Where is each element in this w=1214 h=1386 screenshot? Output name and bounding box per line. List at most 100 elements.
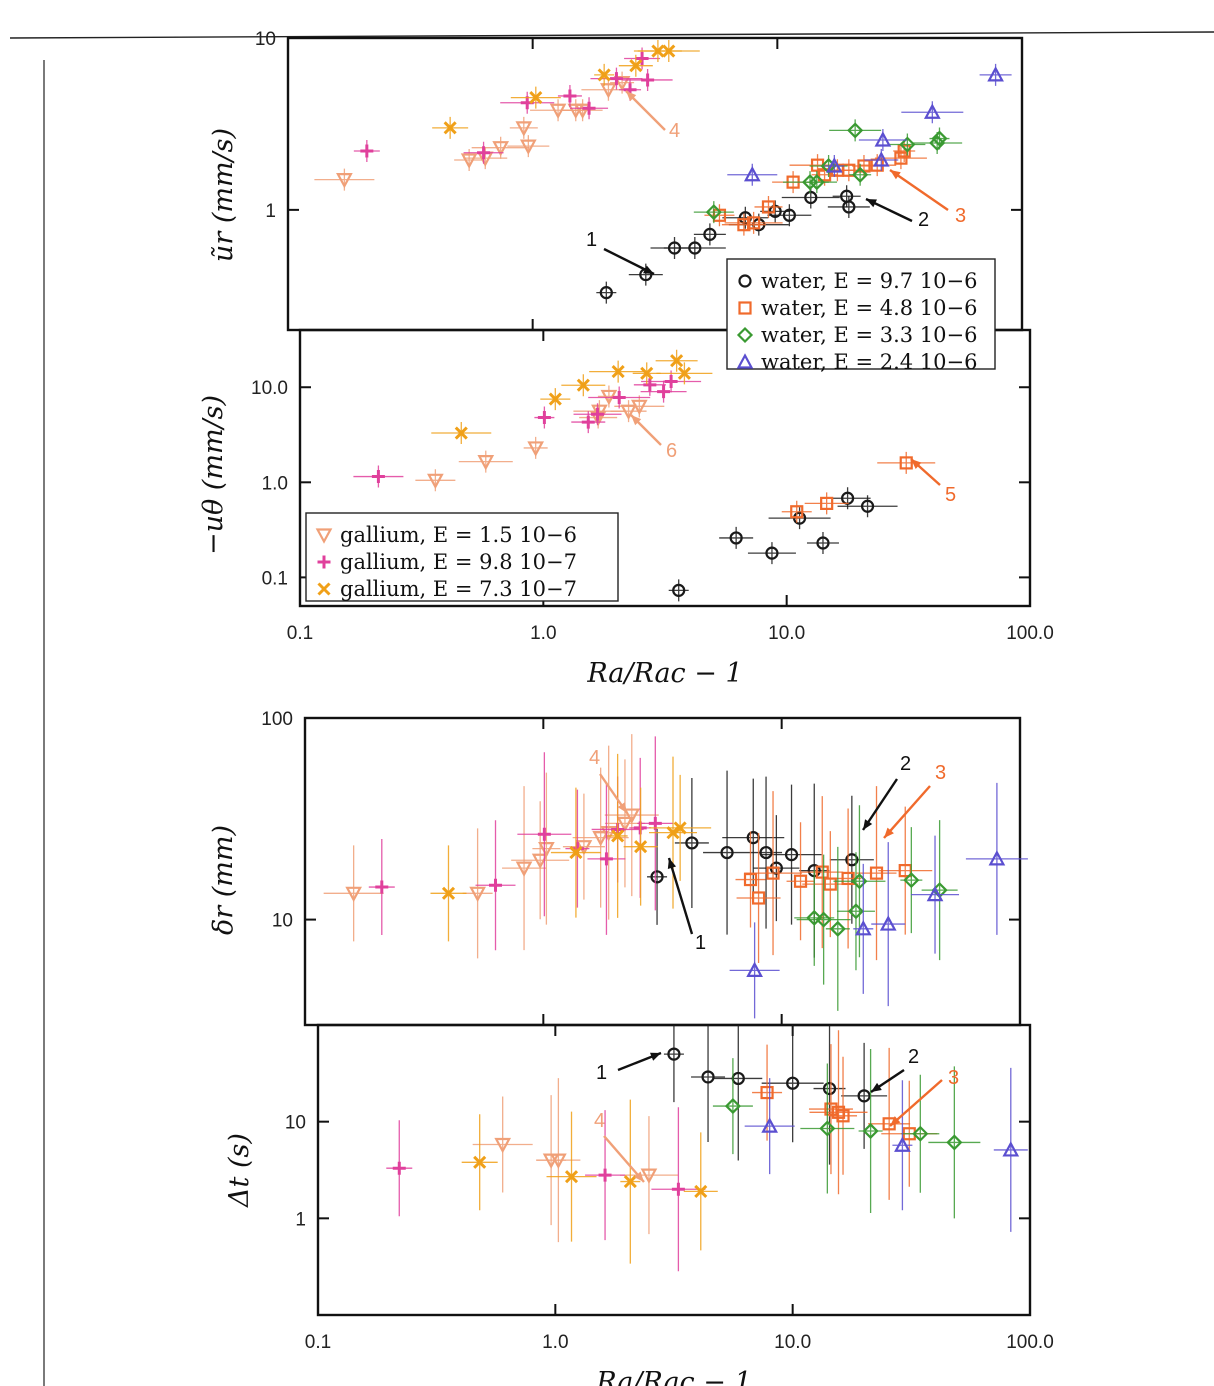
error-bar (841, 1042, 888, 1149)
annotation-label: 3 (948, 1067, 959, 1089)
data-point (673, 821, 687, 835)
legend-marker (317, 582, 331, 596)
legend-gallium: gallium, E = 1.5 10−6 gallium, E = 9.8 10… (305, 512, 619, 602)
legend-label: water, E = 4.8 10−6 (761, 296, 977, 320)
series-d-2 (712, 1049, 981, 1219)
data-point (845, 853, 859, 867)
data-point (701, 1070, 715, 1084)
error-bar (744, 1078, 795, 1175)
data-point (477, 455, 495, 471)
error-bar (804, 492, 849, 515)
series-b-3 (353, 370, 702, 488)
data-point (923, 103, 941, 119)
data-point (515, 121, 533, 137)
data-point (641, 73, 655, 87)
y-tick-label: 10 (272, 911, 293, 932)
error-bar (511, 801, 570, 920)
data-point (537, 827, 551, 841)
data-point (836, 1109, 850, 1123)
data-point (751, 891, 766, 905)
y-axis-label: Δt (s) (224, 1133, 255, 1208)
error-bar (729, 922, 780, 1019)
error-bar (781, 186, 840, 209)
data-point (765, 546, 779, 560)
arrow-head (866, 199, 877, 208)
error-bar (596, 281, 617, 304)
annotation-arrow (889, 1079, 943, 1127)
data-point (822, 1081, 837, 1096)
data-point (623, 808, 641, 824)
annotation-label: 5 (945, 484, 956, 506)
data-point (611, 365, 625, 379)
legend-frame (305, 512, 619, 602)
arrow-head (890, 1116, 901, 1126)
data-point (538, 841, 555, 858)
data-point (392, 1161, 406, 1175)
data-point (643, 378, 657, 392)
data-point (857, 1089, 871, 1103)
data-point (548, 392, 562, 406)
data-point (477, 146, 491, 160)
error-bar (928, 1066, 981, 1219)
x-axis-label: Ra/Rac − 1 (595, 1367, 751, 1386)
data-point (371, 470, 385, 484)
data-point (685, 836, 699, 850)
legend-marker (315, 528, 333, 544)
data-point (819, 1120, 836, 1137)
series-c-5 (368, 736, 674, 951)
error-bar (663, 236, 726, 259)
x-tick-label: 0.1 (287, 623, 313, 644)
data-point (847, 903, 865, 920)
data-point (854, 920, 872, 936)
data-point (611, 829, 625, 843)
data-point (724, 1098, 741, 1115)
data-point (720, 845, 734, 860)
arrow-head (626, 91, 637, 102)
legend-label: water, E = 2.4 10−6 (761, 350, 977, 374)
data-point (494, 1137, 512, 1154)
annotation-arrow (603, 1135, 645, 1183)
x-tick-label: 100.0 (1006, 1332, 1054, 1353)
annotation-label: 1 (596, 1062, 607, 1084)
legend-marker (738, 301, 752, 315)
annotation-label: 4 (669, 120, 680, 142)
arrow-head (871, 1082, 882, 1092)
error-bar (722, 778, 785, 897)
data-point (667, 1047, 681, 1061)
data-point (582, 101, 596, 115)
data-point (841, 871, 855, 886)
error-bar (796, 854, 851, 985)
legend-marker (738, 274, 752, 288)
y-tick-label: 1 (295, 1209, 306, 1230)
data-point (842, 163, 856, 177)
data-point (912, 1125, 929, 1142)
error-bar (921, 820, 958, 961)
data-point (650, 870, 664, 884)
data-point (634, 840, 648, 854)
data-point (454, 426, 468, 440)
data-point (677, 366, 691, 380)
series-b-1 (781, 451, 936, 523)
annotation-arrow (862, 778, 898, 831)
data-point (820, 496, 834, 511)
data-point (345, 886, 362, 903)
data-point (616, 816, 634, 833)
data-point (804, 190, 818, 205)
x-tick-label: 1.0 (530, 623, 556, 644)
data-point (759, 845, 773, 860)
data-point (926, 885, 944, 902)
x-tick-label: 10.0 (774, 1332, 811, 1353)
data-point (903, 872, 920, 889)
data-point (531, 853, 549, 870)
data-point (576, 378, 590, 392)
error-bar (829, 795, 874, 924)
error-bar (750, 776, 783, 929)
arrow-head (911, 459, 922, 469)
data-point (613, 76, 631, 92)
series-b-0 (668, 487, 898, 602)
data-point (600, 83, 617, 99)
annotation-arrow (883, 785, 931, 839)
data-point (790, 505, 804, 519)
data-point (929, 134, 946, 152)
data-point (862, 1122, 879, 1140)
